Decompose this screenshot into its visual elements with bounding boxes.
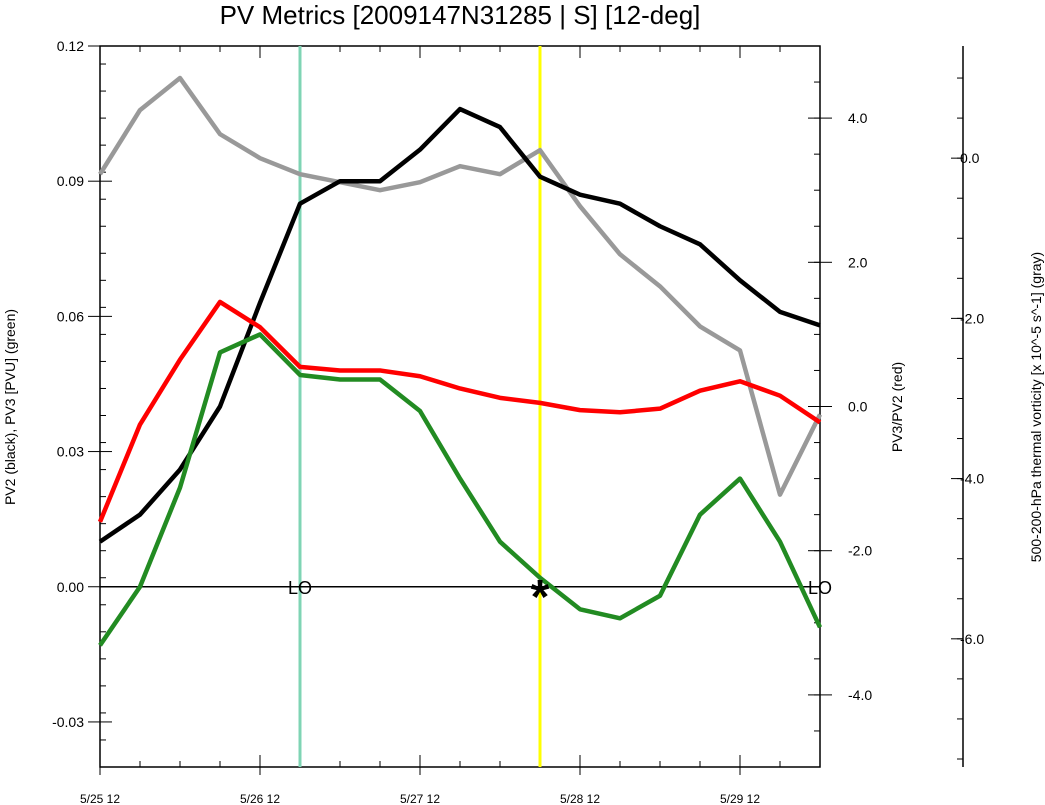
- ratio-tick-label: 4.0: [848, 110, 868, 126]
- vorticity-tick-label: 0.0: [960, 150, 980, 166]
- chart-title: PV Metrics [2009147N31285 | S] [12-deg]: [220, 0, 701, 30]
- y-axis-label-right-ratio: PV3/PV2 (red): [889, 362, 905, 452]
- vorticity-tick-label: -2.0: [960, 310, 984, 326]
- vorticity-tick-label: -4.0: [960, 471, 984, 487]
- series-line: [98, 332, 823, 647]
- right-axis-thermal-vorticity: -6.0 -4.0 -2.0 0.0: [951, 46, 984, 767]
- left-tick-label: 0.00: [57, 579, 84, 595]
- left-tick-label: 0.09: [57, 173, 84, 189]
- ratio-tick-label: 0.0: [848, 399, 868, 415]
- plot-border: [99, 45, 821, 768]
- lo-label: LO: [288, 578, 312, 598]
- right-axis-pv-ratio: -4.0 -2.0 0.0 2.0 4.0: [808, 45, 872, 768]
- left-tick-label: -0.03: [52, 714, 84, 730]
- lo-label: LO: [808, 578, 832, 598]
- series-line: [98, 75, 823, 497]
- left-tick-label: 0.06: [57, 308, 84, 324]
- left-axis: -0.03 0.00 0.03 0.06 0.09 0.12: [52, 38, 112, 768]
- x-tick-label: 5/29 12: [720, 792, 760, 805]
- star-marker: *: [531, 571, 550, 624]
- plot-frame: [99, 45, 821, 768]
- series-lines: [97, 75, 823, 647]
- left-tick-label: 0.12: [57, 38, 84, 54]
- x-tick-label: 5/25 12: [80, 792, 120, 805]
- x-axis: 5/25 12 5/26 12 5/27 12 5/28 12 5/29 12: [80, 46, 821, 805]
- x-tick-label: 5/28 12: [560, 792, 600, 805]
- x-tick-label: 5/26 12: [240, 792, 280, 805]
- vertical-marker-lines: [298, 46, 542, 767]
- annotations: LO LO *: [288, 571, 832, 624]
- ratio-tick-label: -4.0: [848, 687, 872, 703]
- x-tick-label: 5/27 12: [400, 792, 440, 805]
- y-axis-label-left: PV2 (black), PV3 [PVU] (green): [2, 309, 18, 505]
- series-line: [97, 299, 822, 523]
- ratio-tick-label: -2.0: [848, 543, 872, 559]
- y-axis-label-right-vorticity: 500-200-hPa thermal vorticity [x 10^-5 s…: [1028, 252, 1044, 562]
- ratio-tick-label: 2.0: [848, 254, 868, 270]
- series-line: [98, 106, 821, 544]
- vorticity-tick-label: -6.0: [960, 631, 984, 647]
- left-tick-label: 0.03: [57, 444, 84, 460]
